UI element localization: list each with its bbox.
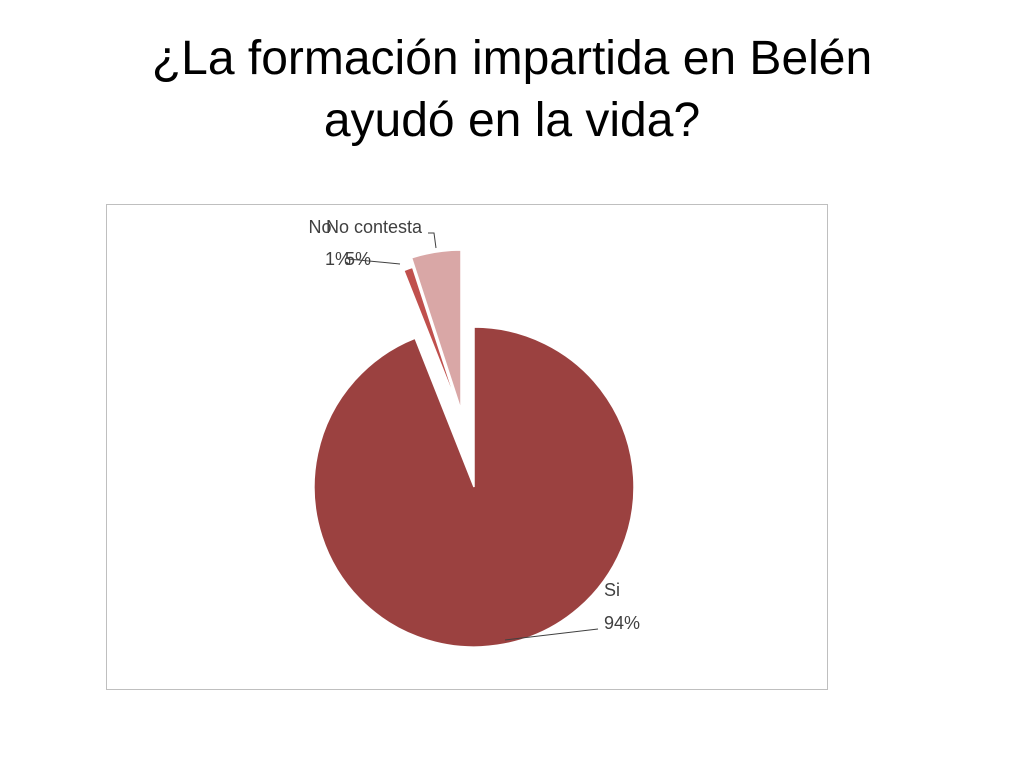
slice-label-si: Si <box>604 580 620 600</box>
title-line-1: ¿La formación impartida en Belén <box>151 32 873 85</box>
pie-slice-no-contesta <box>410 249 462 411</box>
slice-value-si: 94% <box>604 613 640 633</box>
leader-line-si <box>504 628 599 641</box>
slice-value-no: 1% <box>325 249 351 269</box>
slice-value-no-contesta: 5% <box>345 249 371 269</box>
leader-lines <box>347 232 599 641</box>
slice-label-no: No <box>308 217 331 237</box>
title-line-2: ayudó en la vida? <box>323 94 701 147</box>
pie-slices <box>313 249 635 648</box>
leader-line-no-contesta <box>428 232 437 249</box>
pie-slice-si <box>313 326 635 648</box>
slice-label-no-contesta: No contesta <box>326 217 423 237</box>
slide-title: ¿La formación impartida en Belén ayudó e… <box>40 28 984 152</box>
leader-line-no <box>347 258 401 265</box>
pie-slice-no <box>402 266 460 411</box>
